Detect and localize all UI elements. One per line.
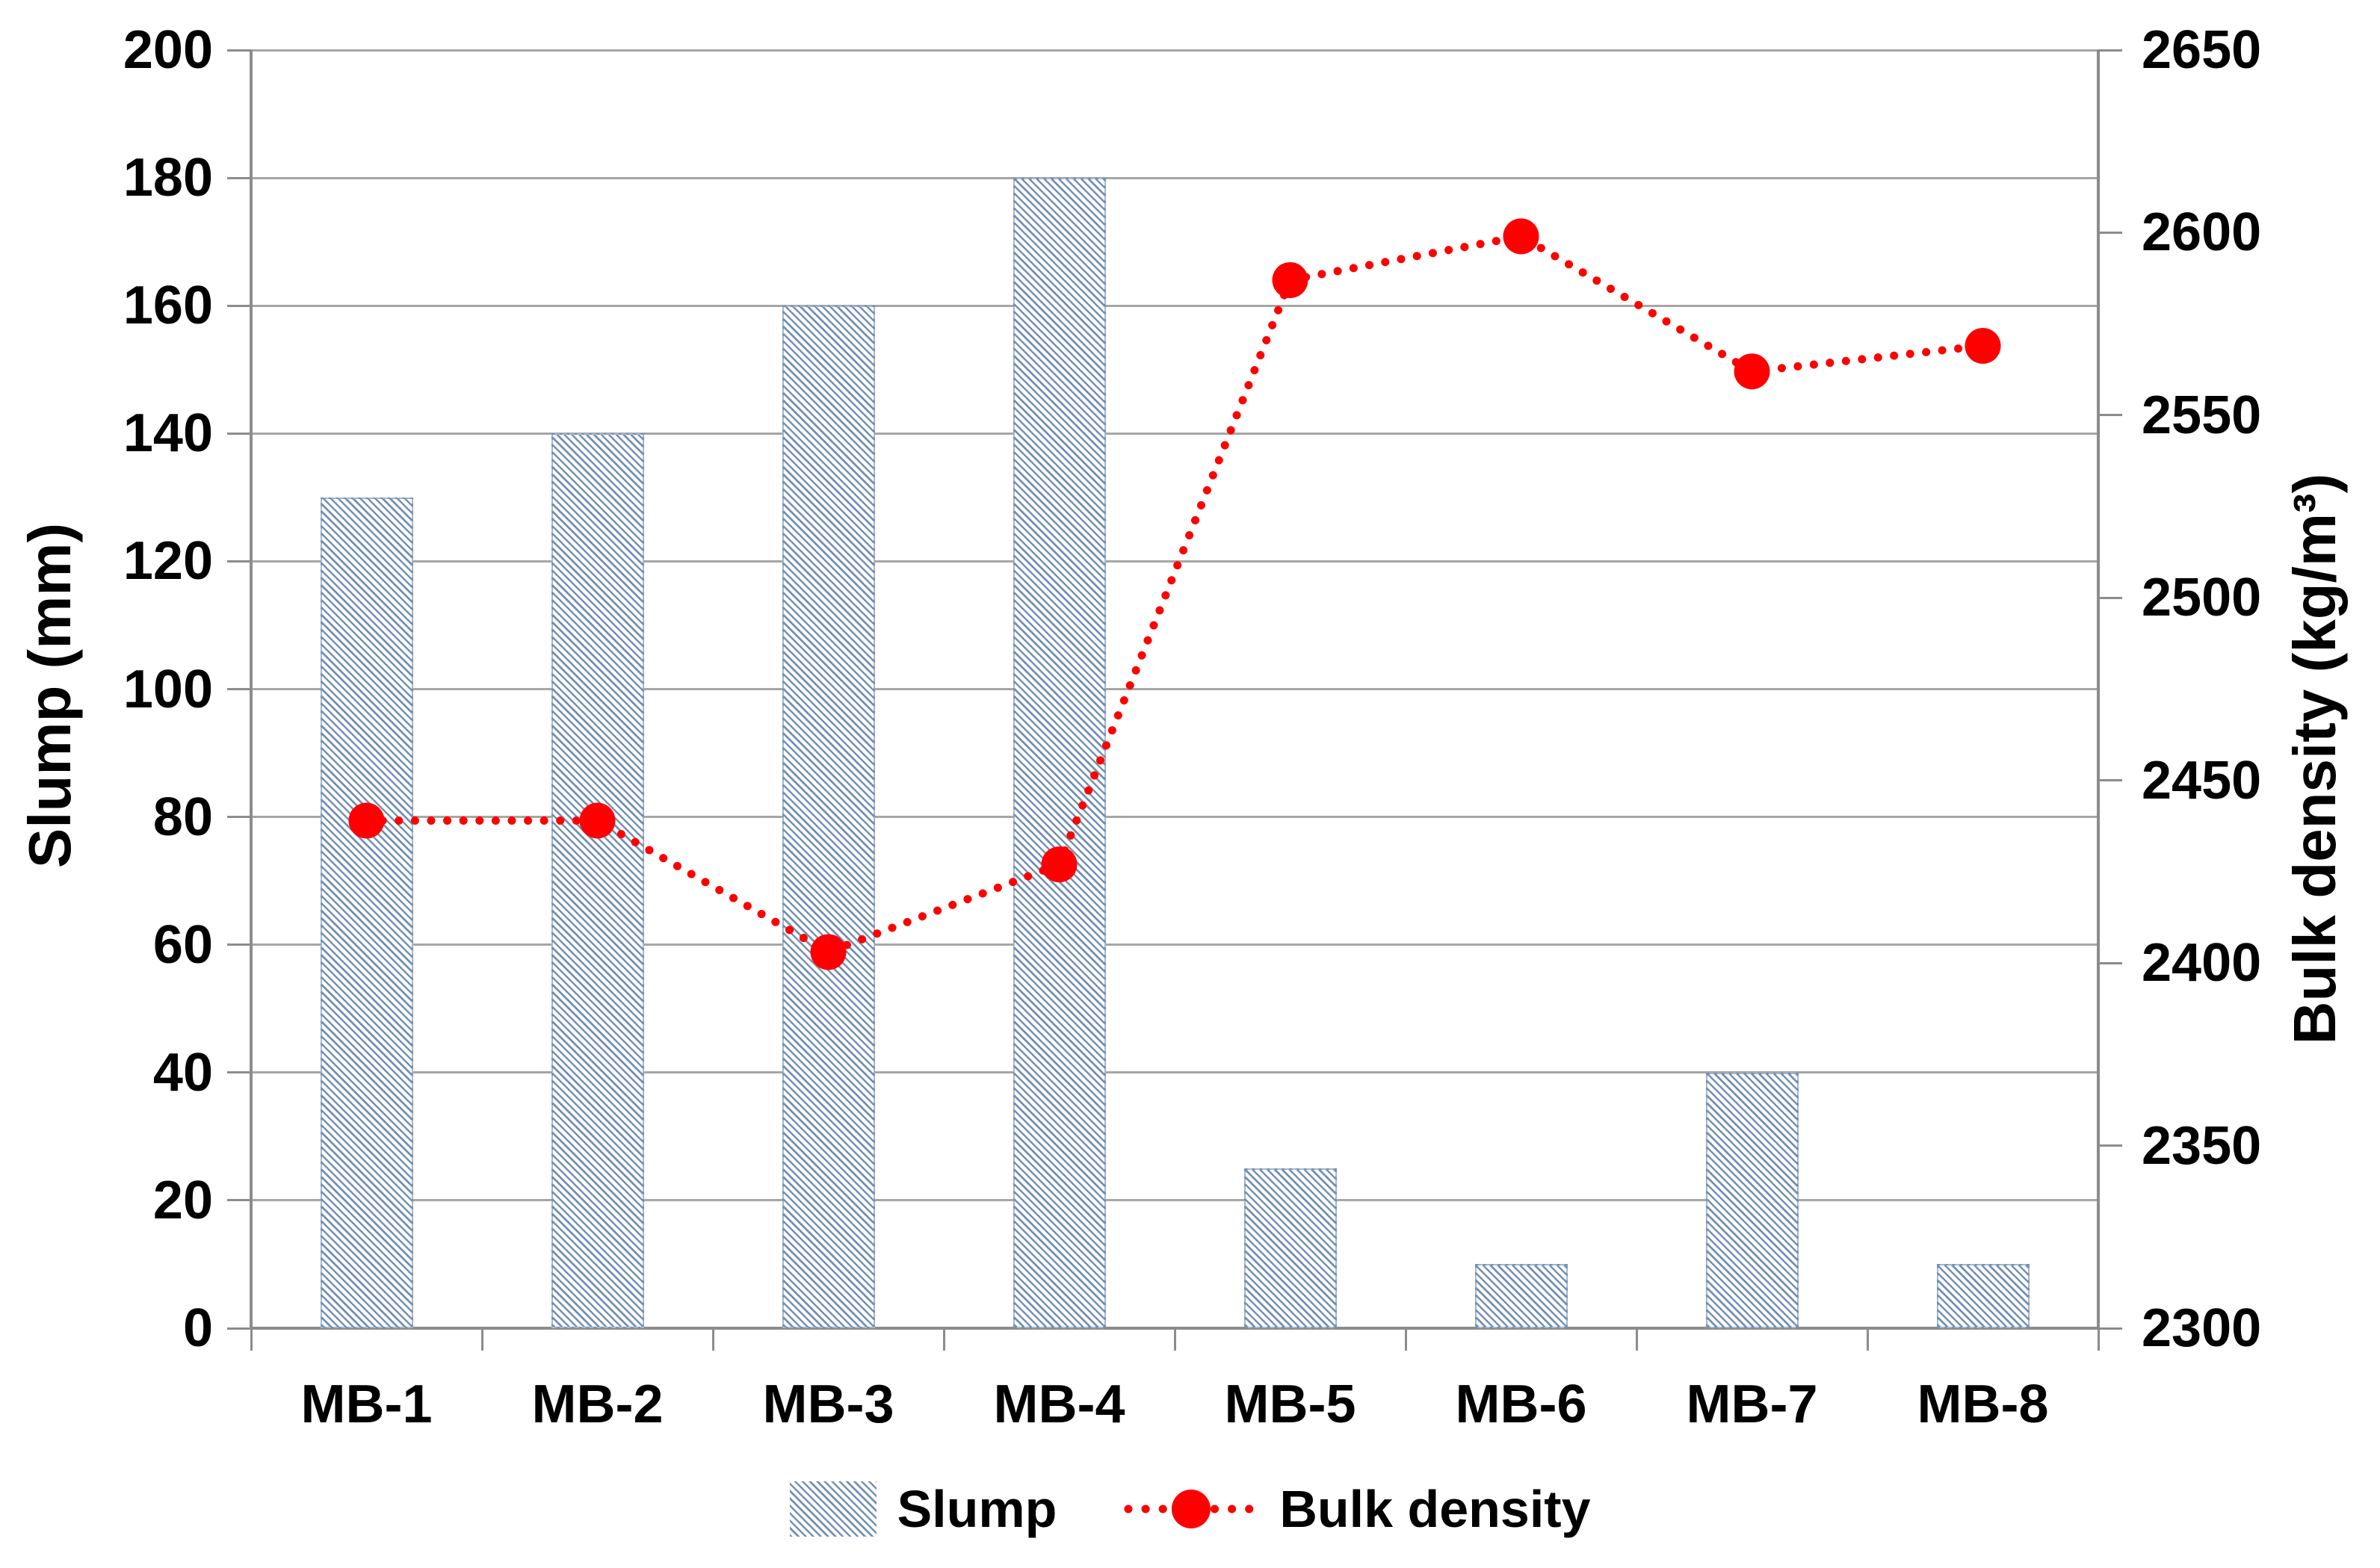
left-tick-200 [227, 49, 251, 52]
left-tick-140 [227, 432, 251, 435]
left-tick-20 [227, 1199, 251, 1202]
bulk-density-marker-MB-8 [1965, 327, 2001, 364]
x-tick-1 [480, 1328, 483, 1351]
left-tick-label-20: 20 [152, 1170, 213, 1230]
gridline-180 [251, 176, 2098, 179]
left-tick-60 [227, 943, 251, 946]
x-tick-6 [1635, 1328, 1638, 1351]
left-tick-160 [227, 304, 251, 307]
bulk-density-marker-MB-7 [1734, 353, 1770, 390]
right-tick-label-2600: 2600 [2142, 202, 2262, 263]
left-tick-0 [227, 1327, 251, 1330]
bulk-density-marker-MB-5 [1272, 261, 1308, 298]
left-tick-label-0: 0 [182, 1298, 213, 1358]
x-tick-4 [1173, 1328, 1176, 1351]
bar-MB-5 [1243, 1168, 1337, 1328]
gridline-100 [251, 688, 2098, 690]
right-tick-label-2550: 2550 [2142, 385, 2262, 445]
right-tick-2400 [2098, 961, 2122, 964]
gridline-20 [251, 1199, 2098, 1202]
gridline-200 [251, 49, 2098, 52]
x-tick-7 [1866, 1328, 1869, 1351]
left-tick-label-60: 60 [152, 914, 213, 975]
bar-MB-4 [1013, 178, 1106, 1328]
left-tick-180 [227, 176, 251, 179]
right-tick-2600 [2098, 231, 2122, 234]
x-tick-5 [1404, 1328, 1407, 1351]
category-label-MB-4: MB-4 [993, 1375, 1125, 1434]
gridline-40 [251, 1071, 2098, 1074]
right-tick-2300 [2098, 1327, 2122, 1330]
x-tick-8 [2097, 1328, 2100, 1351]
x-tick-3 [942, 1328, 945, 1351]
bar-MB-8 [1936, 1264, 2030, 1328]
bar-MB-3 [782, 306, 875, 1328]
right-tick-2500 [2098, 596, 2122, 599]
left-tick-label-200: 200 [123, 20, 213, 80]
bar-MB-1 [320, 497, 413, 1328]
gridline-80 [251, 816, 2098, 819]
category-label-MB-1: MB-1 [300, 1375, 433, 1434]
left-tick-40 [227, 1071, 251, 1074]
bar-MB-7 [1705, 1072, 1799, 1328]
y-axis-right-line [2097, 50, 2100, 1330]
legend-item-slump: Slump [789, 1475, 1057, 1543]
right-tick-2350 [2098, 1144, 2122, 1147]
category-label-MB-7: MB-7 [1686, 1375, 1818, 1434]
right-tick-2450 [2098, 779, 2122, 782]
slump-hatch-swatch-icon [789, 1481, 877, 1537]
bar-MB-2 [551, 433, 644, 1328]
gridline-120 [251, 560, 2098, 563]
bar-MB-6 [1474, 1264, 1568, 1328]
left-tick-100 [227, 688, 251, 690]
left-tick-label-140: 140 [123, 403, 213, 464]
category-label-MB-8: MB-8 [1917, 1375, 2049, 1434]
right-tick-label-2400: 2400 [2142, 933, 2262, 994]
category-label-MB-2: MB-2 [531, 1375, 664, 1434]
left-tick-120 [227, 560, 251, 563]
left-tick-label-100: 100 [123, 659, 213, 719]
x-tick-2 [711, 1328, 714, 1351]
right-tick-2550 [2098, 414, 2122, 417]
gridline-60 [251, 943, 2098, 946]
category-label-MB-6: MB-6 [1455, 1375, 1587, 1434]
left-tick-label-40: 40 [152, 1042, 213, 1103]
right-tick-2650 [2098, 49, 2122, 52]
legend: Slump Bulk density [789, 1475, 1591, 1543]
right-tick-label-2350: 2350 [2142, 1115, 2262, 1176]
gridline-160 [251, 304, 2098, 307]
left-tick-label-160: 160 [123, 276, 213, 336]
left-tick-80 [227, 816, 251, 819]
bulk-density-dotted-line-icon [1124, 1490, 1258, 1528]
legend-label-bulk-density: Bulk density [1279, 1480, 1591, 1538]
bulk-density-marker-MB-6 [1503, 218, 1539, 255]
legend-item-bulk-density: Bulk density [1124, 1475, 1591, 1543]
legend-label-slump: Slump [897, 1480, 1057, 1538]
y-axis-left-line [250, 50, 253, 1330]
right-tick-label-2300: 2300 [2142, 1298, 2262, 1358]
gridline-140 [251, 432, 2098, 435]
category-label-MB-3: MB-3 [762, 1375, 894, 1434]
right-tick-label-2650: 2650 [2142, 20, 2262, 80]
right-tick-label-2500: 2500 [2142, 568, 2262, 628]
x-tick-0 [250, 1328, 253, 1351]
right-tick-label-2450: 2450 [2142, 750, 2262, 811]
left-tick-label-80: 80 [152, 787, 213, 847]
left-tick-label-120: 120 [123, 531, 213, 592]
category-label-MB-5: MB-5 [1224, 1375, 1356, 1434]
left-tick-label-180: 180 [123, 148, 213, 208]
